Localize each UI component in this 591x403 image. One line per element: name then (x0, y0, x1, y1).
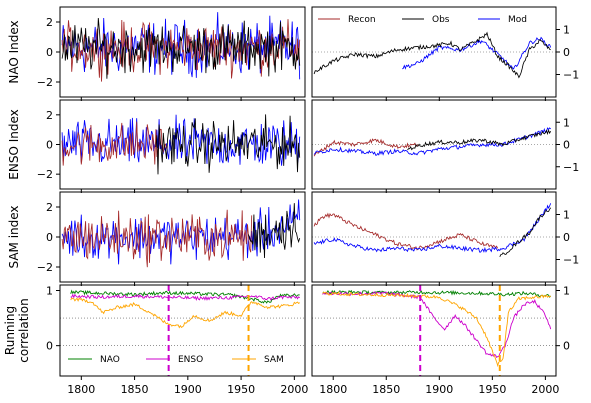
panel-r3-right-series-sam (322, 291, 551, 368)
panel-r2-right-ytick-label-1: 0 (563, 231, 570, 244)
panel-r3-left-series-enso (70, 293, 300, 302)
panel-r3-left-xtick-label-2: 1900 (174, 383, 202, 396)
panel-r3-right-xtick-label-0: 1800 (319, 383, 347, 396)
panel-r3-right-series-enso (322, 291, 552, 358)
panel-r1-right-series-mod (313, 127, 551, 156)
panel-r1-right-ytick-label-2: 1 (563, 116, 570, 129)
panel-r0-right-ytick-label-1: 0 (563, 46, 570, 59)
panel-r3-left-xtick-label-0: 1800 (67, 383, 95, 396)
panel-r1-left-ytick-label-1: 0 (46, 139, 53, 152)
legend-bottom-label-nao: NAO (100, 355, 120, 365)
panel-r1-left-series-obs (155, 114, 301, 175)
panel-r1-left-ytick-label-0: −2 (37, 168, 53, 181)
panel-r3-right-series-nao (322, 289, 552, 298)
panel-r2-left-series-obs (248, 203, 301, 259)
panel-r2-left-ytick-label-1: 0 (46, 231, 53, 244)
panel-r3-left-series-nao (70, 289, 300, 304)
panel-r2-right-series-obs (499, 207, 552, 257)
ylabel-row-3-line-0: Running (3, 306, 17, 355)
panel-r3-left-xtick-label-3: 1950 (227, 383, 255, 396)
panel-r3-left-ytick-label-0: 0 (46, 340, 53, 353)
panel-r0-right-series-mod (402, 36, 552, 70)
panel-r0-left-ytick-label-0: −2 (37, 76, 53, 89)
panel-r2-left-series-recon (61, 209, 253, 268)
panel-r3-right-ytick-label-0: 0 (563, 340, 570, 353)
panel-r3-right-xtick-label-3: 1950 (478, 383, 506, 396)
panel-r2-right-ytick-label-2: 1 (563, 209, 570, 222)
ylabel-row-0: NAO Index (7, 20, 21, 83)
panel-r2-right-series-recon (313, 212, 499, 251)
legend-bottom-label-sam: SAM (264, 355, 284, 365)
panel-r3-right-ytick-label-1: 1 (563, 285, 570, 298)
panel-r3-left-ytick-label-1: 1 (46, 285, 53, 298)
panel-r1-right-series-recon (313, 138, 419, 157)
panel-r0-right-ytick-label-2: 1 (563, 24, 570, 37)
panel-r0-left-series-obs (61, 17, 301, 79)
ylabel-row-2: SAM index (7, 205, 21, 268)
legend-top-label-obs: Obs (432, 15, 450, 25)
panel-r3-left-series-sam (70, 297, 300, 329)
panel-r2-right-series-mod (313, 203, 552, 253)
panel-r2-left-ytick-label-2: 2 (46, 201, 53, 214)
panel-r3-left-frame (59, 284, 306, 377)
panel-r3-left-xtick-label-1: 1850 (121, 383, 149, 396)
panel-r1-left-ytick-label-2: 2 (46, 109, 53, 122)
panel-r1-right-ytick-label-0: −1 (563, 161, 579, 174)
panel-r2-left-series-mod (61, 199, 301, 265)
panel-r1-right-ytick-label-1: 0 (563, 139, 570, 152)
panel-r0-right-ytick-label-0: −1 (563, 69, 579, 82)
ylabel-row-3-line-1: correlation (17, 298, 31, 362)
panel-r2-left-ytick-label-0: −2 (37, 261, 53, 274)
panel-r3-right-xtick-label-1: 1850 (372, 383, 400, 396)
panel-r3-right-frame (311, 284, 557, 377)
panel-r2-right-ytick-label-0: −1 (563, 254, 579, 267)
panel-r0-left-ytick-label-2: 2 (46, 16, 53, 29)
panel-r3-left-xtick-label-4: 2000 (280, 383, 308, 396)
legend-top-label-mod: Mod (508, 15, 527, 25)
panel-r0-right-series-obs (313, 31, 551, 79)
legend-bottom-label-enso: ENSO (178, 355, 203, 365)
panel-r1-left-series-recon (61, 121, 167, 166)
legend-top-label-recon: Recon (348, 15, 376, 25)
panel-r1-right-series-obs (407, 128, 552, 151)
panel-r0-left-ytick-label-1: 0 (46, 46, 53, 59)
ylabel-row-1: ENSO Index (7, 109, 21, 179)
panel-r3-right-xtick-label-4: 2000 (531, 383, 559, 396)
panel-r3-right-xtick-label-2: 1900 (425, 383, 453, 396)
